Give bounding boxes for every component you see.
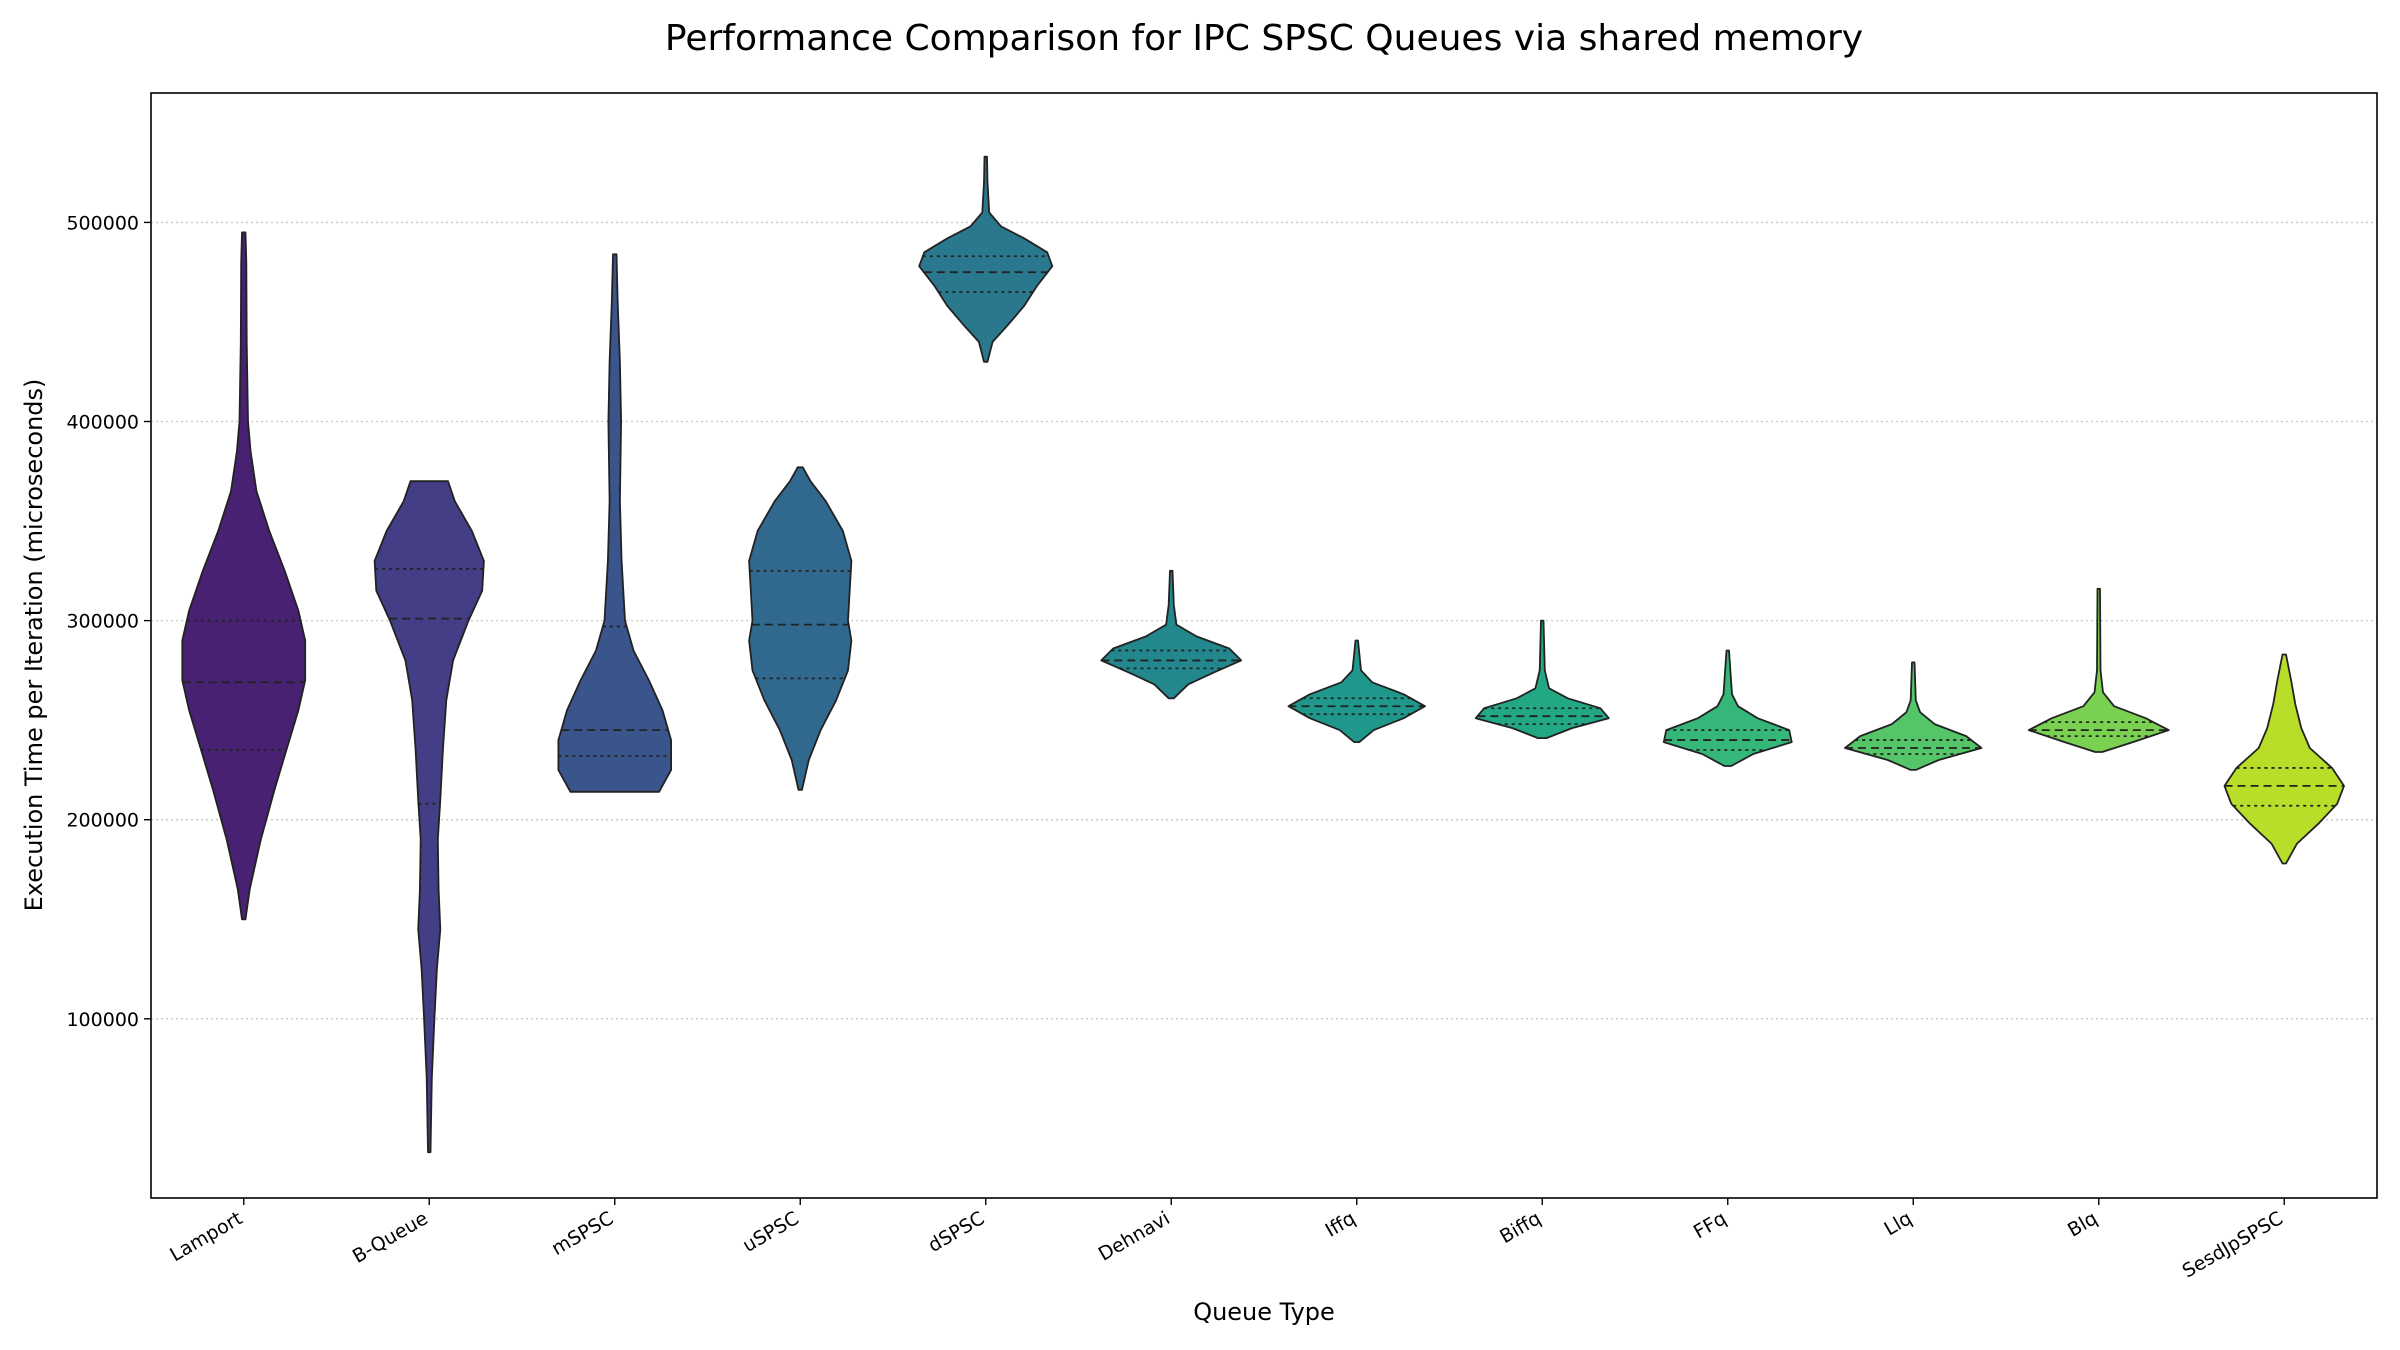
x-tick-label: SesdJpSPSC: [2179, 1207, 2287, 1282]
y-tick-label: 200000: [66, 810, 139, 832]
violin-body: [918, 155, 1054, 363]
violin-body: [1474, 619, 1610, 739]
violin-body: [181, 231, 307, 921]
violin-body: [557, 253, 672, 793]
violin-body: [1287, 639, 1426, 743]
y-tick-label: 500000: [66, 212, 139, 234]
violin-lamport: [181, 231, 307, 921]
x-tick-label: Iffq: [1322, 1207, 1360, 1241]
violin-dspsc: [918, 155, 1054, 363]
violin-body: [373, 480, 485, 1154]
plot-frame: [150, 92, 2378, 1199]
violin-blq: [2027, 587, 2170, 753]
x-tick-label: Dehnavi: [1095, 1207, 1174, 1265]
x-tick-label: mSPSC: [548, 1207, 617, 1260]
violin-b-queue: [373, 480, 485, 1154]
violin-uspsc: [748, 466, 853, 791]
y-tick-label: 400000: [66, 412, 139, 434]
violin-ffq: [1662, 649, 1793, 767]
x-tick-label: Llq: [1881, 1207, 1916, 1240]
chart-title: Performance Comparison for IPC SPSC Queu…: [665, 18, 1863, 59]
y-axis-ticks: 100000 200000 300000 400000 500000: [66, 212, 151, 1031]
violin-iffq: [1287, 639, 1426, 743]
violin-biffq: [1474, 619, 1610, 739]
y-tick-label: 100000: [66, 1009, 139, 1031]
violin-mspsc: [557, 253, 672, 793]
x-tick-label: Biffq: [1496, 1207, 1545, 1248]
violin-body: [1662, 649, 1793, 767]
x-tick-label: Lamport: [166, 1207, 246, 1266]
violin-body: [2223, 653, 2345, 865]
y-axis-label: Execution Time per Iteration (microsecon…: [20, 379, 48, 912]
x-tick-label: FFq: [1690, 1207, 1730, 1243]
violin-sesdjpspsc: [2223, 653, 2345, 865]
violin-llq: [1844, 661, 1983, 771]
x-axis-ticks: Lamport B-Queue mSPSC uSPSC dSPSC Dehnavi Iffq…: [166, 1198, 2287, 1282]
violin-body: [748, 466, 853, 791]
y-tick-label: 300000: [66, 611, 139, 633]
grid-lines: [151, 221, 2377, 1020]
violin-body: [1100, 569, 1243, 700]
x-axis-label: Queue Type: [1193, 1298, 1335, 1326]
violin-dehnavi: [1100, 569, 1243, 700]
x-tick-label: Blq: [2064, 1207, 2101, 1241]
x-tick-label: uSPSC: [739, 1207, 803, 1256]
x-tick-label: B-Queue: [349, 1207, 432, 1268]
violin-body: [2027, 587, 2170, 753]
x-tick-label: dSPSC: [925, 1207, 989, 1257]
violins: [181, 155, 2345, 1154]
violin-body: [1844, 661, 1983, 771]
